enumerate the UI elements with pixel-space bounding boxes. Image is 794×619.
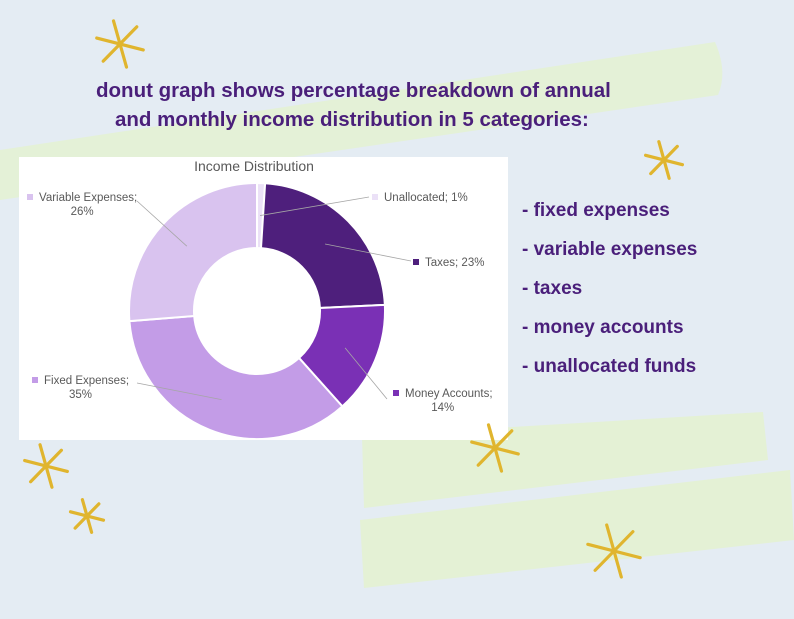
category-item-fixed-expenses: - fixed expenses <box>522 200 670 221</box>
leader-line-unallocated <box>259 196 370 216</box>
category-item-taxes: - taxes <box>522 278 583 299</box>
data-label-taxes: Taxes; 23% <box>413 256 484 270</box>
category-item-money-accounts: - money accounts <box>522 317 684 338</box>
headline-line-1: donut graph shows percentage breakdown o… <box>96 79 611 102</box>
variable-expenses-legend-swatch <box>27 194 33 200</box>
donut-slice-fixed-expenses <box>128 314 344 440</box>
data-label-variable-expenses: Variable Expenses; 26% <box>27 191 137 219</box>
data-label-fixed-expenses: Fixed Expenses; 35% <box>32 374 129 402</box>
category-item-unallocated-funds: - unallocated funds <box>522 356 697 377</box>
donut-chart-panel: Income Distribution Unallocated; 1% Taxe… <box>19 157 508 440</box>
leader-line-fixed-expenses <box>136 382 222 401</box>
donut-chart <box>128 181 412 440</box>
leader-line-variable-expenses <box>136 200 188 247</box>
gold-star-2 <box>643 140 685 180</box>
gold-star-6 <box>586 523 642 579</box>
headline: donut graph shows percentage breakdown o… <box>0 76 680 134</box>
category-item-variable-expenses: - variable expenses <box>522 239 698 260</box>
gold-star-1 <box>95 19 145 69</box>
donut-slice-variable-expenses <box>128 181 258 323</box>
leader-line-money-accounts <box>344 347 388 400</box>
fixed-expenses-legend-swatch <box>32 377 38 383</box>
headline-line-2: and monthly income distribution in 5 cat… <box>115 108 589 131</box>
chart-title: Income Distribution <box>194 158 314 174</box>
unallocated-legend-swatch <box>372 194 378 200</box>
data-label-money-accounts: Money Accounts; 14% <box>393 387 493 415</box>
taxes-legend-swatch <box>413 259 419 265</box>
leader-line-taxes <box>324 243 412 262</box>
gold-star-3 <box>23 443 69 489</box>
gold-star-4 <box>68 498 106 534</box>
data-label-unallocated: Unallocated; 1% <box>372 191 468 205</box>
donut-slice-taxes <box>259 182 386 310</box>
green-brush-stroke-bottom-2 <box>360 470 794 588</box>
money-accounts-legend-swatch <box>393 390 399 396</box>
category-list: - fixed expenses - variable expenses - t… <box>522 197 697 392</box>
gold-star-5 <box>470 423 520 473</box>
